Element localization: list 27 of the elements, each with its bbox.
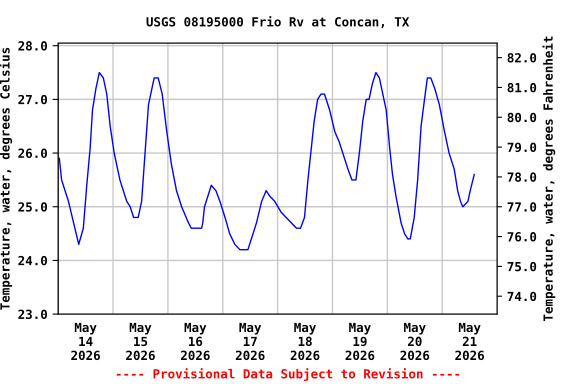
y2-tick-label: 78.0: [508, 172, 536, 182]
y-tick-label: 28.0: [18, 41, 48, 51]
y2-tick-label: 74.0: [508, 292, 536, 302]
chart-title: USGS 08195000 Frio Rv at Concan, TX: [146, 16, 410, 28]
y-tick-label: 25.0: [18, 202, 48, 212]
text: ---- Provisional Data Subject to Revision ----: [116, 368, 460, 381]
y-tick-label: 26.0: [18, 148, 48, 158]
y2-axis-title: Temperature, water, degrees Fahrenheit: [542, 36, 556, 321]
y2-tick-label: 80.0: [508, 112, 536, 122]
y-tick-label: 24.0: [18, 256, 48, 266]
x-tick-label: May 21 2026: [455, 322, 484, 360]
y2-tick-label: 79.0: [508, 142, 536, 152]
x-tick-label: May 19 2026: [346, 322, 374, 360]
line-series: [58, 72, 475, 250]
y2-tick-label: 76.0: [508, 232, 536, 242]
y2-tick-label: 81.0: [508, 82, 536, 92]
y-tick-label: 23.0: [18, 310, 48, 320]
x-tick-label: May 16 2026: [180, 322, 210, 360]
x-tick-label: May 14 2026: [71, 322, 100, 360]
x-tick-label: May 18 2026: [290, 322, 320, 360]
y2-tick-label: 77.0: [508, 202, 536, 212]
y-tick-label: 27.0: [18, 94, 48, 104]
y2-tick-label: 75.0: [508, 262, 536, 272]
x-tick-label: May 17 2026: [236, 322, 265, 360]
x-tick-label: May 20 2026: [400, 322, 430, 360]
x-tick-label: May 15 2026: [126, 322, 155, 360]
y2-tick-label: 82.0: [508, 53, 536, 63]
